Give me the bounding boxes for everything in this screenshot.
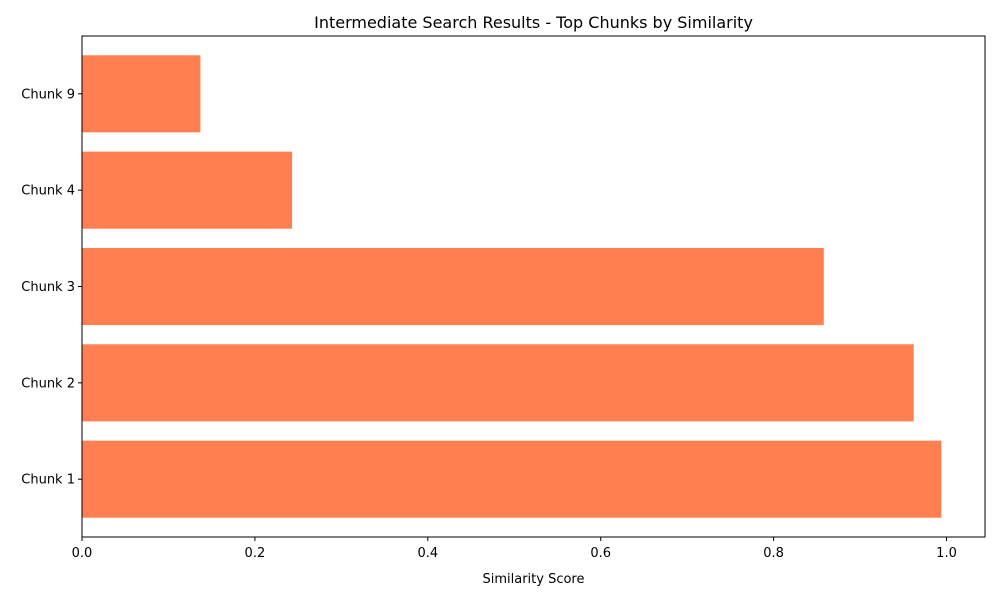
x-tick-label: 0.4 [417, 546, 438, 561]
y-tick-label: Chunk 1 [21, 473, 75, 488]
bar-chunk-1 [82, 440, 942, 518]
y-tick-label: Chunk 2 [21, 376, 75, 391]
bar-chunk-9 [82, 55, 201, 133]
bar-chunk-3 [82, 247, 824, 326]
bar-chunk-2 [82, 344, 914, 422]
y-tick-label: Chunk 4 [21, 184, 75, 199]
x-tick-label: 0.8 [763, 546, 784, 561]
x-tick-label: 0.2 [245, 546, 266, 561]
x-tick-label: 0.6 [590, 546, 611, 561]
x-tick-label: 0.0 [72, 546, 93, 561]
axes-group: Chunk 1 Chunk 2 Chunk 3 Chunk 4 Chunk 9 0.0 0.… [21, 35, 986, 561]
bar-chunk-4 [82, 151, 293, 229]
bars-group [82, 55, 942, 518]
x-axis-title: Similarity Score [482, 572, 584, 587]
y-tick-label: Chunk 9 [21, 87, 75, 102]
x-tick-label: 1.0 [936, 546, 957, 561]
chart-title: Intermediate Search Results - Top Chunks… [314, 13, 753, 32]
plot-frame [81, 35, 986, 538]
y-tick-label: Chunk 3 [21, 280, 75, 295]
